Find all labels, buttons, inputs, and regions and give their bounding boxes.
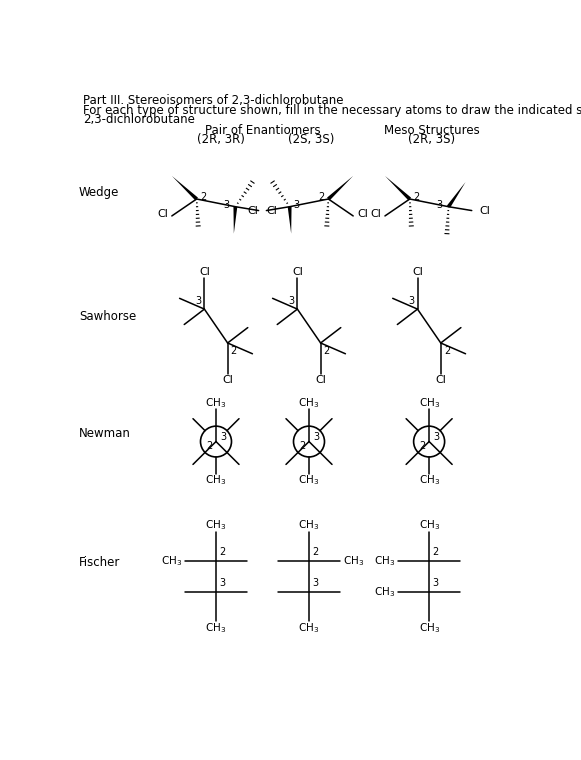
Text: Cl: Cl bbox=[435, 375, 446, 385]
Text: CH$_3$: CH$_3$ bbox=[418, 396, 440, 410]
Text: 3: 3 bbox=[432, 578, 438, 587]
Text: 2,3-dichlorobutane: 2,3-dichlorobutane bbox=[84, 112, 195, 125]
Text: 3: 3 bbox=[195, 296, 201, 306]
Text: Part III. Stereoisomers of 2,3-dichlorobutane: Part III. Stereoisomers of 2,3-dichlorob… bbox=[84, 93, 344, 106]
Text: CH$_3$: CH$_3$ bbox=[418, 473, 440, 487]
Text: CH$_3$: CH$_3$ bbox=[206, 621, 227, 635]
Text: 2: 2 bbox=[318, 192, 325, 202]
Text: CH$_3$: CH$_3$ bbox=[299, 518, 320, 531]
Text: 3: 3 bbox=[293, 200, 300, 211]
Text: Cl: Cl bbox=[370, 210, 381, 220]
Text: 3: 3 bbox=[288, 296, 294, 306]
Text: CH$_3$: CH$_3$ bbox=[374, 584, 395, 599]
Text: Cl: Cl bbox=[292, 268, 303, 277]
Text: CH$_3$: CH$_3$ bbox=[418, 621, 440, 635]
Text: 2: 2 bbox=[444, 346, 450, 356]
Text: CH$_3$: CH$_3$ bbox=[299, 396, 320, 410]
Text: CH$_3$: CH$_3$ bbox=[206, 396, 227, 410]
Text: Cl: Cl bbox=[248, 205, 259, 216]
Text: Cl: Cl bbox=[266, 205, 277, 216]
Text: (2R, 3S): (2R, 3S) bbox=[408, 133, 455, 146]
Text: Newman: Newman bbox=[79, 427, 131, 440]
Text: Sawhorse: Sawhorse bbox=[79, 309, 136, 322]
Text: 3: 3 bbox=[313, 432, 319, 442]
Text: For each type of structure shown, fill in the necessary atoms to draw the indica: For each type of structure shown, fill i… bbox=[84, 103, 581, 116]
Text: Cl: Cl bbox=[412, 268, 423, 277]
Text: Fischer: Fischer bbox=[79, 556, 120, 569]
Text: Wedge: Wedge bbox=[79, 186, 119, 199]
Text: 3: 3 bbox=[223, 200, 229, 211]
Text: (2R, 3R): (2R, 3R) bbox=[198, 133, 245, 146]
Text: 3: 3 bbox=[312, 578, 318, 587]
Text: Cl: Cl bbox=[157, 210, 168, 220]
Text: CH$_3$: CH$_3$ bbox=[299, 473, 320, 487]
Text: CH$_3$: CH$_3$ bbox=[206, 518, 227, 531]
Text: CH$_3$: CH$_3$ bbox=[299, 621, 320, 635]
Text: (2S, 3S): (2S, 3S) bbox=[288, 133, 335, 146]
Text: 2: 2 bbox=[312, 547, 318, 557]
Text: Meso Structures: Meso Structures bbox=[383, 124, 479, 137]
Text: Cl: Cl bbox=[357, 210, 368, 220]
Text: Cl: Cl bbox=[222, 375, 233, 385]
Text: CH$_3$: CH$_3$ bbox=[206, 473, 227, 487]
Text: 2: 2 bbox=[419, 441, 425, 451]
Text: 2: 2 bbox=[432, 547, 439, 557]
Text: 2: 2 bbox=[414, 192, 420, 202]
Text: Cl: Cl bbox=[315, 375, 326, 385]
Text: 3: 3 bbox=[408, 296, 414, 306]
Text: CH$_3$: CH$_3$ bbox=[343, 554, 364, 568]
Text: Cl: Cl bbox=[479, 205, 490, 216]
Polygon shape bbox=[234, 207, 237, 233]
Text: 2: 2 bbox=[219, 547, 225, 557]
Text: Pair of Enantiomers: Pair of Enantiomers bbox=[205, 124, 320, 137]
Polygon shape bbox=[288, 207, 292, 233]
Polygon shape bbox=[172, 176, 198, 201]
Text: 2: 2 bbox=[231, 346, 237, 356]
Polygon shape bbox=[385, 176, 411, 201]
Polygon shape bbox=[327, 176, 353, 201]
Text: 3: 3 bbox=[219, 578, 225, 587]
Text: 2: 2 bbox=[299, 441, 305, 451]
Text: 3: 3 bbox=[436, 200, 442, 211]
Text: CH$_3$: CH$_3$ bbox=[374, 554, 395, 568]
Polygon shape bbox=[447, 182, 465, 207]
Text: Cl: Cl bbox=[199, 268, 210, 277]
Text: 2: 2 bbox=[200, 192, 207, 202]
Text: 3: 3 bbox=[220, 432, 226, 442]
Text: CH$_3$: CH$_3$ bbox=[161, 554, 182, 568]
Text: 2: 2 bbox=[206, 441, 212, 451]
Text: 2: 2 bbox=[324, 346, 330, 356]
Text: 3: 3 bbox=[433, 432, 439, 442]
Text: CH$_3$: CH$_3$ bbox=[418, 518, 440, 531]
